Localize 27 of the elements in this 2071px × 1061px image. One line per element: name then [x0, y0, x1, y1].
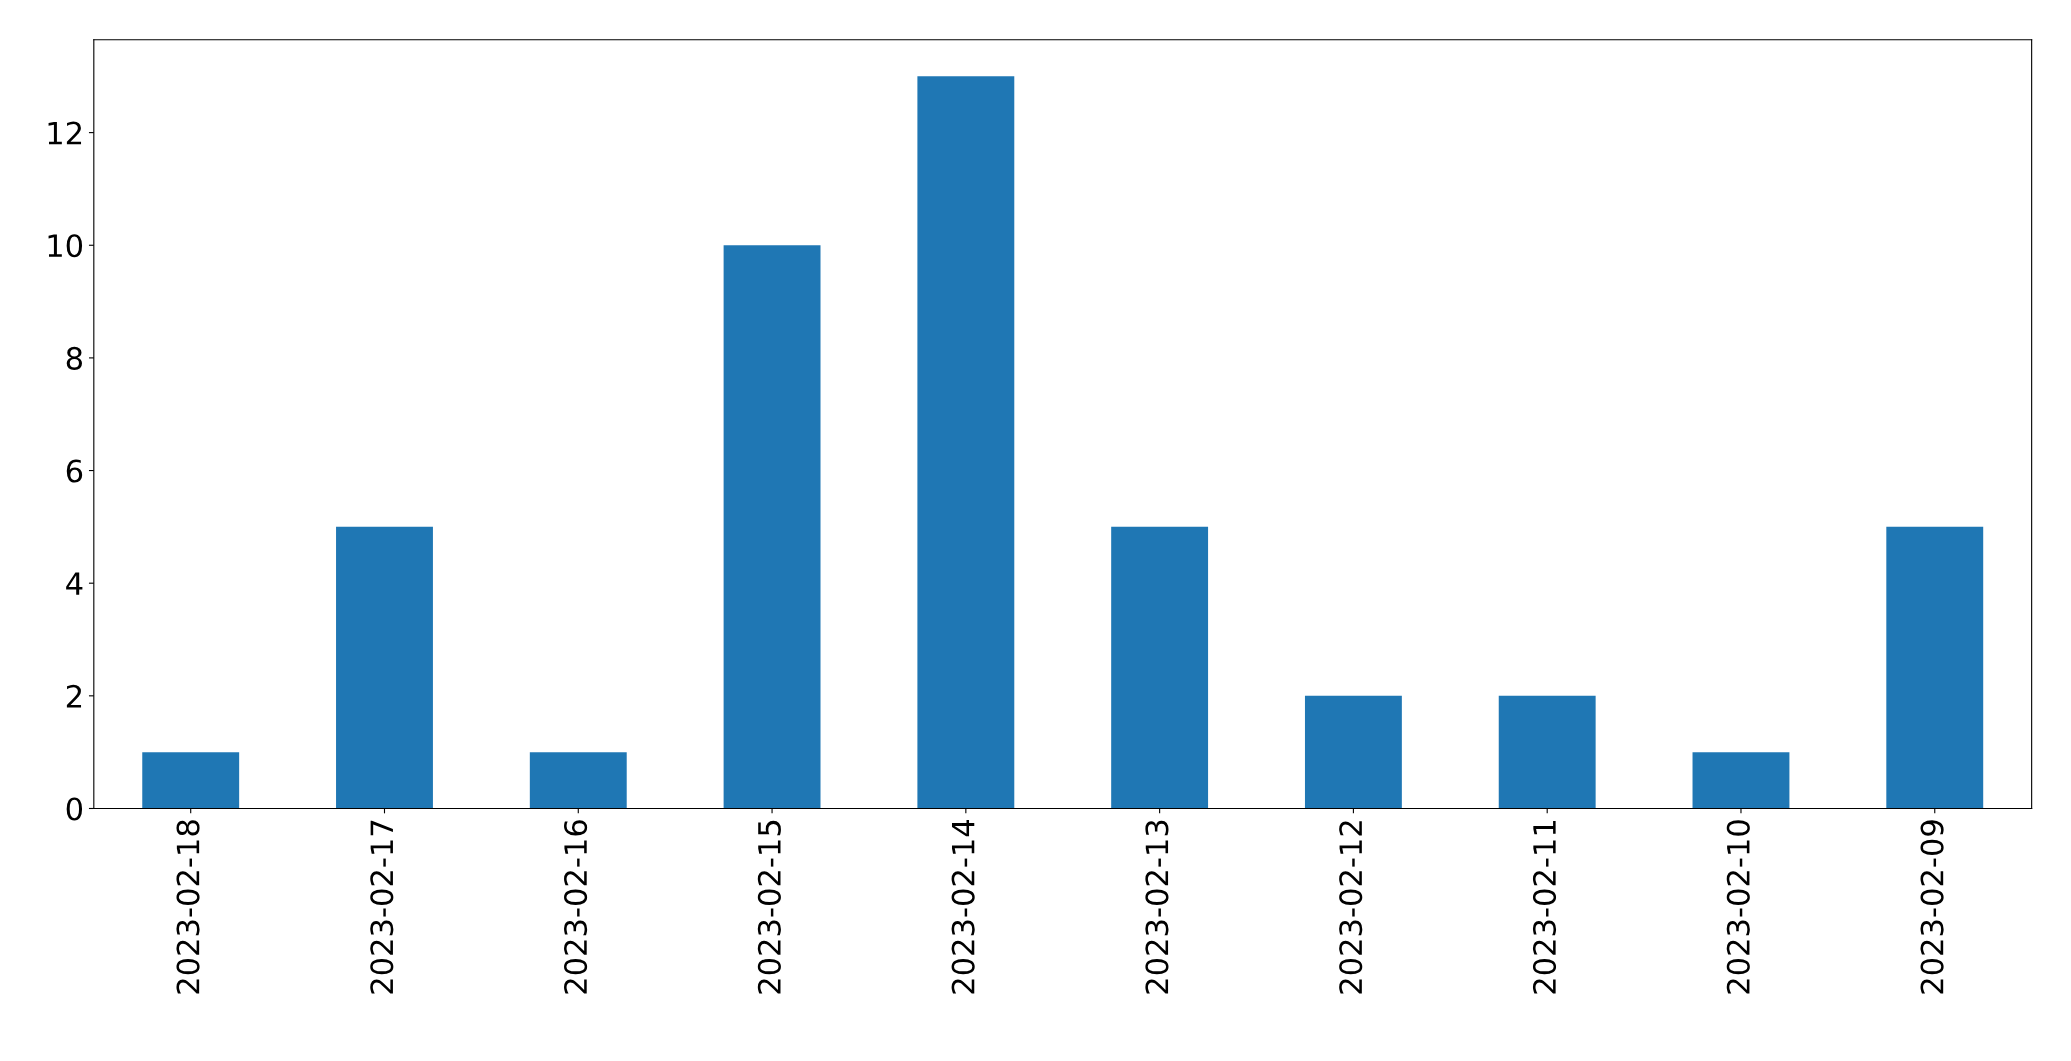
- y-tick-label: 6: [66, 459, 83, 483]
- x-tick-label: 2023-02-16: [564, 820, 588, 994]
- x-tick-label: 2023-02-09: [1920, 820, 1944, 994]
- bar: [917, 76, 1015, 809]
- bar: [1692, 752, 1790, 809]
- x-tick-label: 2023-02-14: [951, 819, 975, 994]
- y-tick-label: 2: [66, 684, 82, 708]
- bar: [1111, 526, 1209, 809]
- x-tick-label: 2023-02-10: [1726, 820, 1750, 994]
- bar: [1886, 526, 1984, 809]
- y-tick-label: 12: [48, 121, 82, 145]
- x-tick-label: 2023-02-17: [370, 820, 394, 994]
- bar: [1304, 695, 1402, 809]
- y-tick-label: 4: [66, 572, 83, 595]
- x-tick-label: 2023-02-12: [1339, 821, 1363, 994]
- x-tick-label: 2023-02-18: [176, 820, 200, 994]
- bar: [723, 245, 821, 809]
- x-tick-label: 2023-02-11: [1532, 821, 1557, 994]
- x-tick-label: 2023-02-13: [1145, 820, 1169, 994]
- x-tick-label: 2023-02-15: [757, 820, 781, 994]
- bar: [142, 752, 240, 809]
- bar: [529, 752, 627, 809]
- y-tick-label: 8: [66, 346, 82, 370]
- bar: [336, 526, 433, 809]
- y-tick-label: 10: [48, 234, 83, 258]
- bar: [1498, 695, 1596, 809]
- y-tick-label: 0: [66, 797, 83, 821]
